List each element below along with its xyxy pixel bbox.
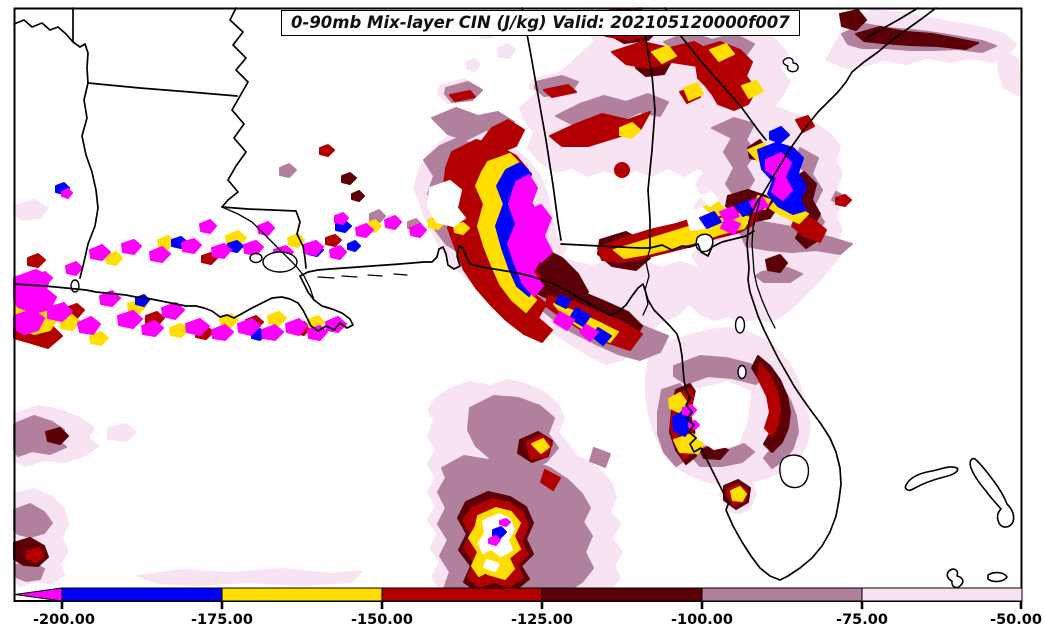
colorbar-underflow-arrow [14,587,63,602]
colorbar-tick-label-1: -175.00 [191,612,253,628]
lake-maurepas [249,252,263,264]
colorbar-tick-label-0: -200.00 [33,612,95,628]
grand-bahama-island [904,466,959,492]
lake-okeechobee [779,454,810,489]
lakes [70,57,810,489]
colorbar: -200.00 -175.00 -150.00 -125.00 -100.00 … [14,587,1042,628]
abaco-island [969,457,1015,528]
islands [904,457,1015,589]
colorbar-ticks [60,601,1023,609]
colorbar-segment-1 [61,587,223,602]
st-johns-river [751,199,776,329]
small-cay [946,568,964,589]
small-lake [734,316,746,334]
colorbar-tick-label-3: -125.00 [511,612,573,628]
colorbar-segment-6 [861,587,1023,602]
small-lake [737,364,747,380]
colorbar-segment-4 [541,587,703,602]
barrier-islands [317,273,408,279]
lake-pontchartrain [262,251,298,273]
map-title: 0-90mb Mix-layer CIN (J/kg) Valid: 20210… [291,13,790,32]
sabine-lake [70,279,80,293]
colorbar-segment-2 [221,587,383,602]
title-box: 0-90mb Mix-layer CIN (J/kg) Valid: 20210… [281,10,800,36]
colorbar-tick-label-5: -75.00 [836,612,888,628]
cin-region-magenta [13,152,793,546]
small-cay [987,571,1008,583]
state-borders [13,7,919,316]
sc-lakes [782,57,799,73]
colorbar-tick-label-2: -150.00 [351,612,413,628]
colorbar-segment-5 [701,587,863,602]
colorbar-tick-labels: -200.00 -175.00 -150.00 -125.00 -100.00 … [33,612,1042,628]
colorbar-tick-label-4: -100.00 [671,612,733,628]
colorbar-tick-label-6: -50.00 [990,612,1042,628]
colorbar-segment-3 [381,587,543,602]
